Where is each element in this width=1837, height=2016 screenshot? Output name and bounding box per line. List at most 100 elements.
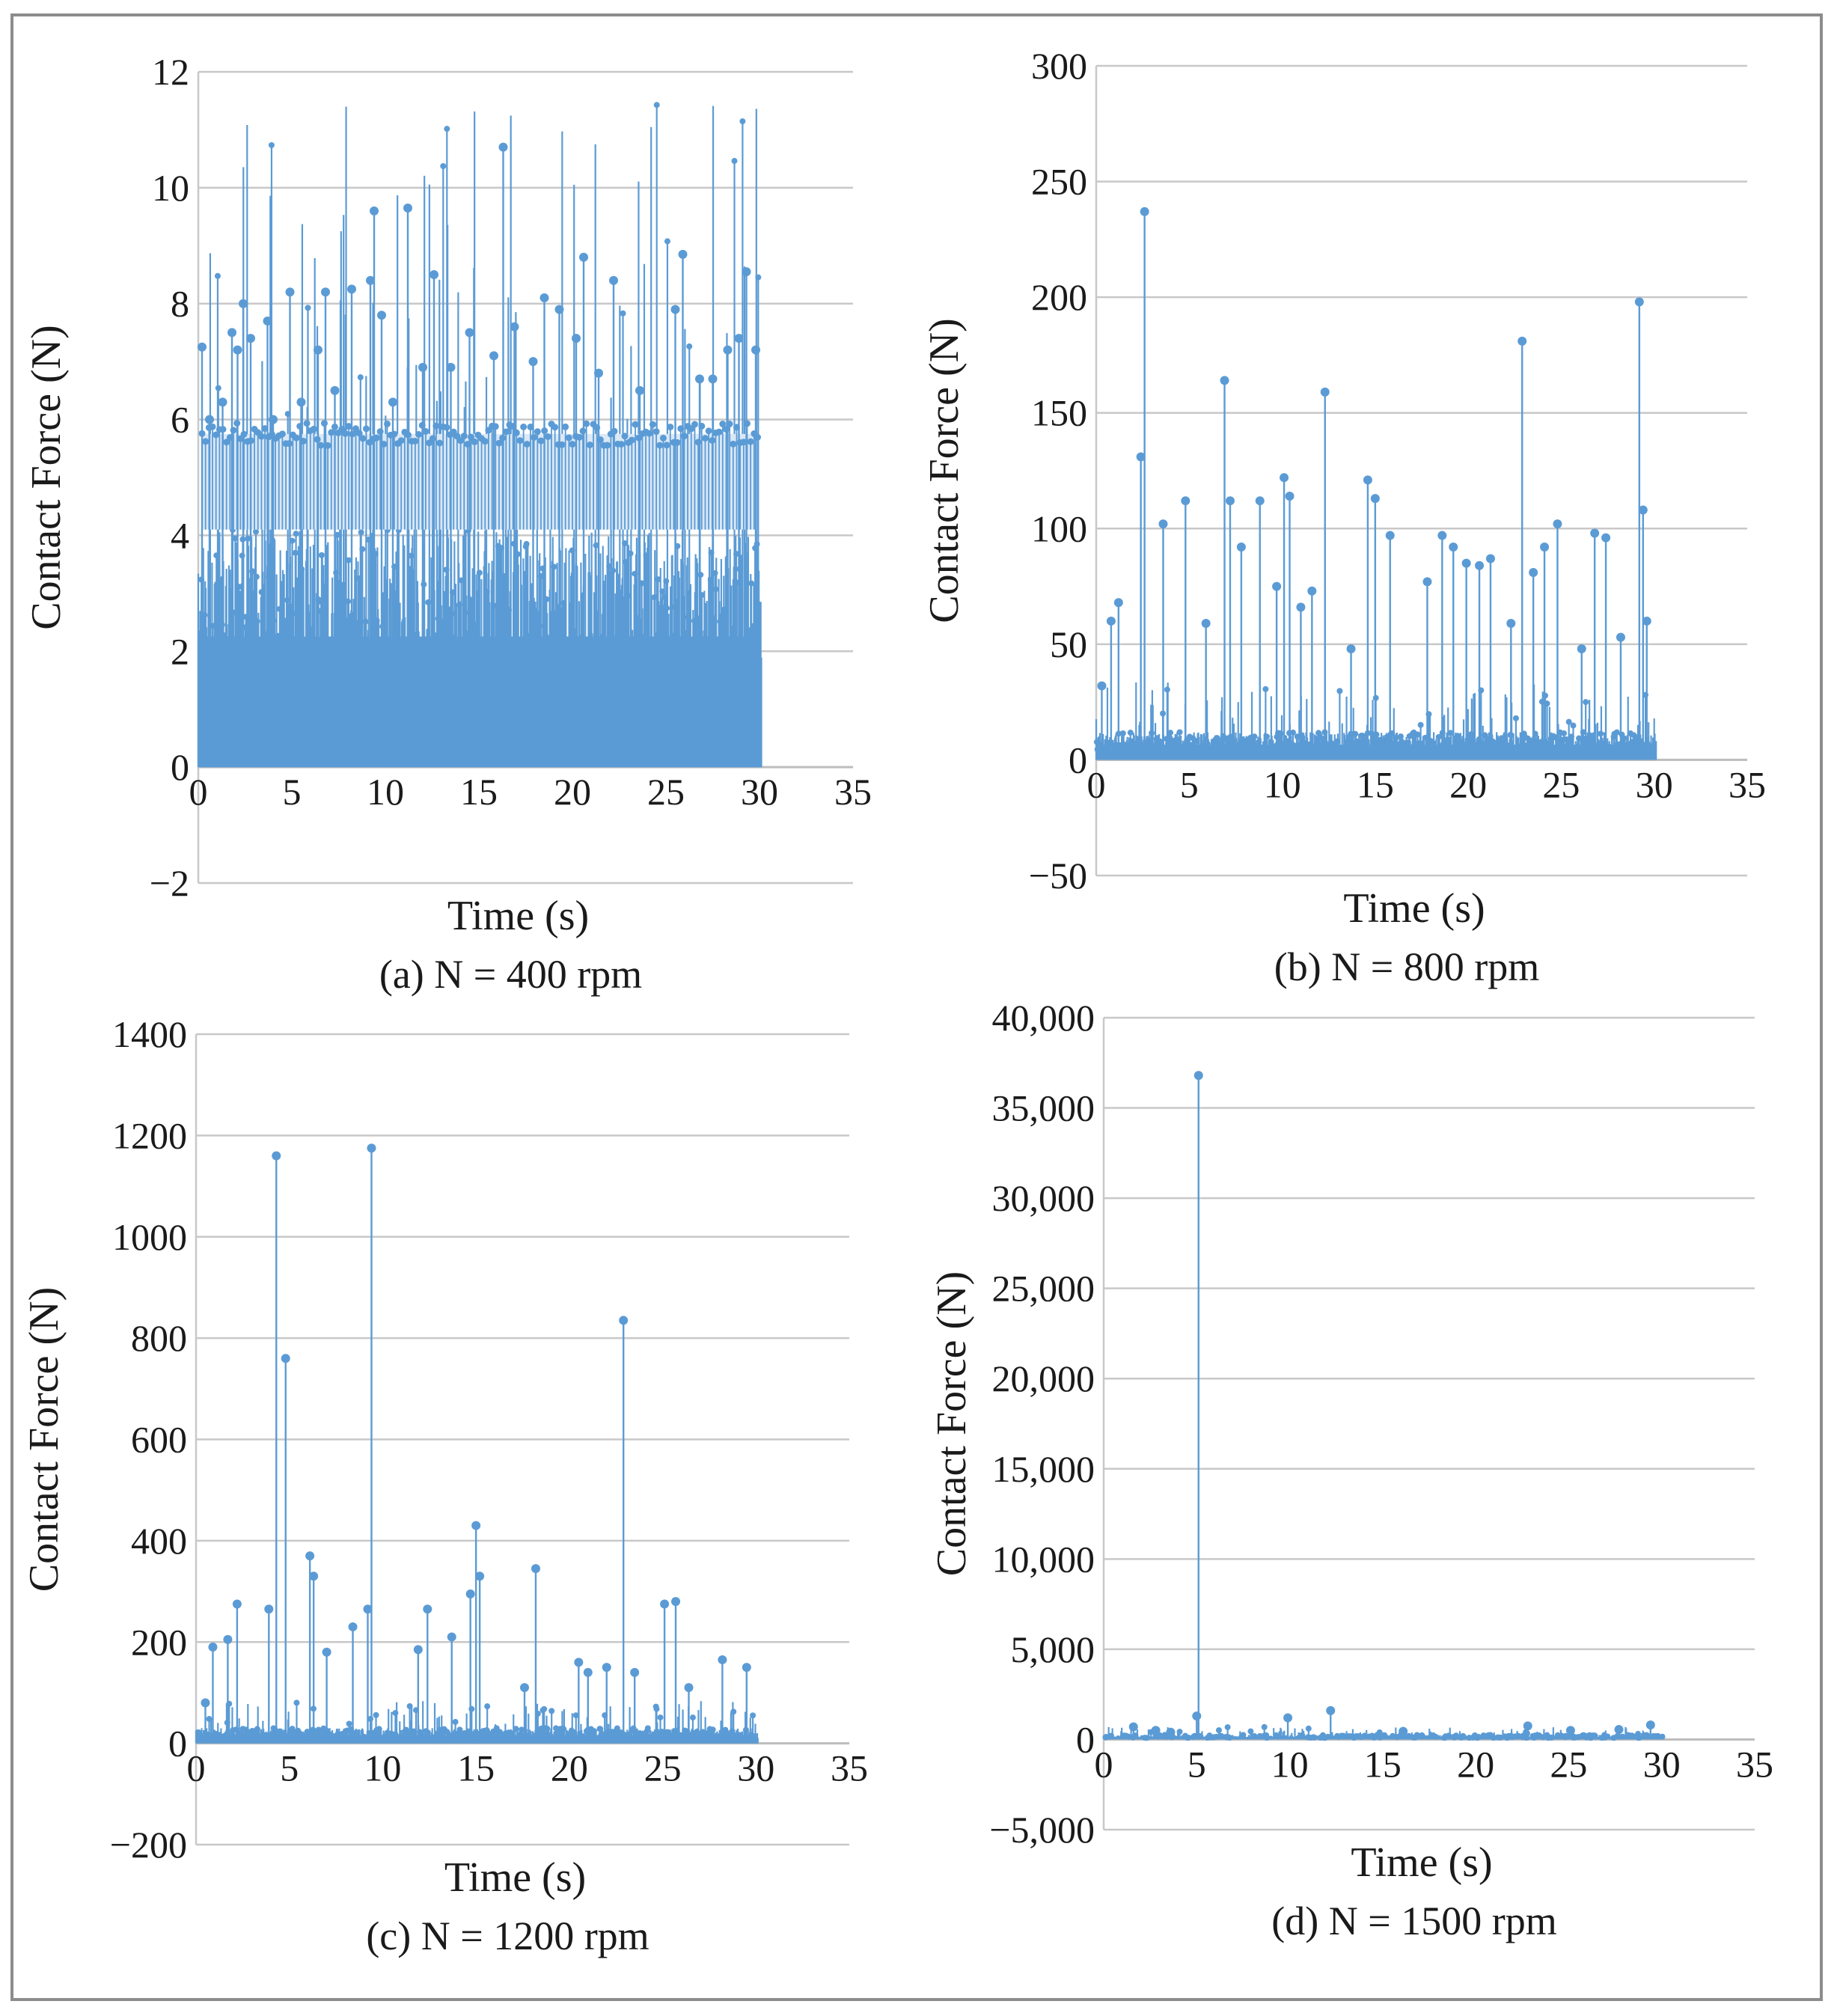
chart-b-peak-point	[1106, 616, 1116, 626]
chart-b-xtick-label: 15	[1357, 763, 1394, 805]
chart-b-xlabel: Time (s)	[1343, 885, 1485, 932]
chart-a-point	[747, 438, 754, 445]
chart-a-peak-point	[723, 345, 733, 355]
chart-a-point	[659, 434, 667, 442]
chart-c-ytick-label: 1000	[112, 1216, 187, 1258]
chart-a-point	[358, 529, 364, 536]
chart-c-peak-point	[305, 1551, 315, 1561]
chart-a-point	[460, 433, 468, 440]
chart-c-point	[730, 1708, 737, 1715]
chart-a-peak-point	[269, 415, 278, 424]
chart-a-peak-point	[540, 293, 549, 302]
chart-c-peak-point	[264, 1604, 274, 1614]
chart-b-point	[1167, 730, 1174, 736]
chart-c-peak-point	[201, 1698, 210, 1708]
chart-b-peak-point	[1529, 568, 1538, 578]
chart-c-point	[548, 1708, 555, 1714]
chart-a-point	[495, 439, 503, 447]
chart-d-point	[1176, 1729, 1183, 1735]
chart-c-point	[346, 1720, 352, 1727]
chart-c-peak-point	[232, 1599, 242, 1609]
chart-b-peak-point	[1553, 519, 1562, 529]
chart-b-peak-point	[1506, 619, 1516, 629]
chart-d-point	[1261, 1723, 1268, 1730]
chart-a-peak-point	[708, 374, 718, 384]
chart-b-peak-point	[1634, 297, 1644, 307]
chart-a-point	[253, 528, 260, 535]
chart-a-point	[373, 434, 380, 442]
chart-a-point	[514, 551, 521, 558]
chart-c-peak-point	[309, 1571, 319, 1581]
chart-c-point	[644, 1725, 651, 1732]
chart-b-point	[1264, 733, 1271, 740]
chart-a-point	[551, 563, 557, 570]
chart-a-point	[268, 141, 275, 148]
chart-b-peak-point	[1370, 494, 1380, 504]
chart-a-xtick-label: 10	[367, 771, 404, 813]
chart-a-dense-core	[198, 636, 762, 768]
chart-a-peak-point	[205, 415, 214, 424]
chart-c-peak-point	[348, 1622, 358, 1631]
chart-b-xtick-label: 25	[1542, 763, 1580, 805]
chart-b-peak-point	[1158, 519, 1168, 529]
chart-a-peak-point	[418, 362, 427, 372]
chart-b-peak-point	[1601, 533, 1611, 543]
chart-a-upper-band	[202, 433, 758, 530]
chart-c-peak-point	[684, 1683, 694, 1693]
chart-a-point	[523, 441, 531, 448]
chart-b-peak-point	[1577, 644, 1586, 654]
chart-a-point	[680, 433, 688, 440]
chart-a-peak-point	[227, 328, 236, 337]
chart-c-point	[519, 1726, 525, 1733]
chart-b-point	[1562, 736, 1569, 742]
chart-a-peak-point	[579, 252, 588, 262]
chart-c-xtick-label: 35	[831, 1747, 868, 1789]
chart-b-point	[1570, 722, 1577, 729]
chart-c-peak-point	[367, 1143, 376, 1153]
chart-a-point	[544, 433, 551, 440]
chart-b-ytick-label: 100	[1031, 507, 1087, 549]
chart-a-peak-point	[695, 374, 704, 384]
chart-a-point	[733, 551, 740, 558]
chart-a-point	[362, 425, 370, 433]
chart-c-ytick-label: 0	[168, 1723, 187, 1765]
chart-b-peak-point	[1485, 554, 1495, 563]
chart-a-point	[719, 421, 727, 428]
chart-a-point	[345, 557, 352, 563]
chart-c-point	[750, 1712, 756, 1719]
chart-c-peak-point	[223, 1634, 233, 1644]
chart-b-peak-point	[1540, 543, 1550, 552]
chart-a-peak-point	[594, 368, 603, 378]
chart-b-ytick-label: 0	[1069, 739, 1087, 781]
chart-a-point	[534, 428, 541, 436]
chart-c-peak-point	[465, 1589, 475, 1598]
chart-a-peak-point	[489, 351, 498, 361]
chart-d-ytick-label: 10,000	[992, 1538, 1095, 1580]
chart-d-ytick-label: 25,000	[992, 1268, 1095, 1310]
chart-a-point	[755, 274, 762, 281]
chart-a-point	[254, 618, 260, 625]
chart-b-xtick-label: 35	[1729, 763, 1766, 805]
chart-c-caption: (c) N = 1200 rpm	[366, 1913, 649, 1958]
chart-b-xtick-label: 0	[1087, 763, 1106, 805]
chart-a-xtick-label: 0	[189, 771, 208, 813]
chart-c-peak-point	[363, 1604, 373, 1614]
chart-a-point	[617, 441, 625, 448]
chart-a-point	[715, 428, 723, 436]
chart-c-peak-point	[583, 1667, 593, 1677]
chart-a-xtick-label: 15	[460, 771, 498, 813]
chart-a-peak-point	[572, 334, 581, 343]
chart-b-peak-point	[1140, 207, 1149, 216]
chart-b-point	[1613, 729, 1620, 736]
chart-b-ytick-label: 50	[1050, 623, 1087, 665]
chart-c-point	[689, 1714, 696, 1721]
chart-a-peak-point	[321, 287, 330, 297]
chart-a-peak-point	[370, 206, 379, 216]
chart-b-ytick-label: 200	[1031, 276, 1087, 318]
chart-c-dense-core	[196, 1735, 758, 1744]
chart-b-peak-point	[1449, 543, 1458, 552]
chart-c-ytick-label: 400	[131, 1520, 187, 1562]
chart-c-ytick-label: 1400	[112, 1013, 187, 1055]
chart-a-peak-point	[430, 270, 438, 279]
chart-a-peak-point	[314, 345, 323, 355]
